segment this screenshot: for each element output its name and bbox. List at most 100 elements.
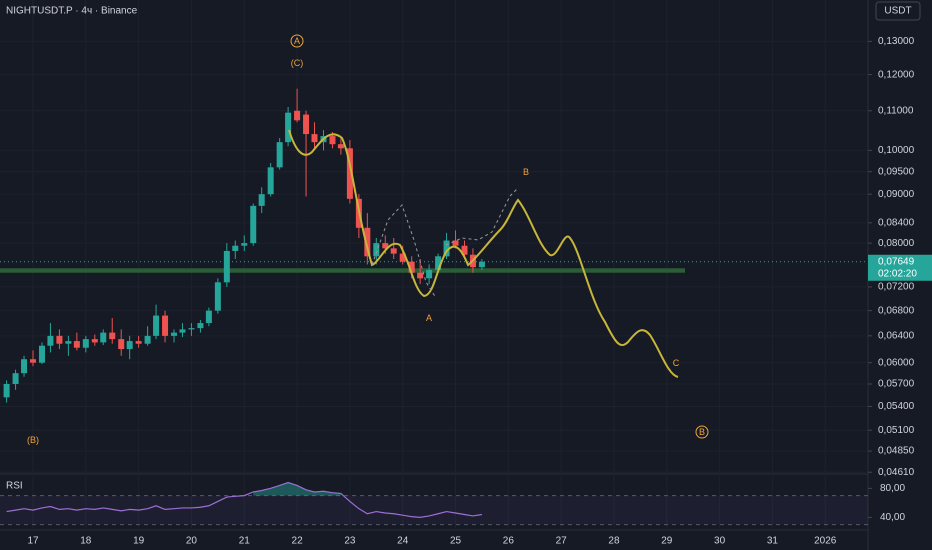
x-tick-label: 30 — [714, 536, 726, 547]
y-tick-label: 0,06000 — [878, 357, 915, 368]
candle-body — [435, 256, 442, 270]
y-tick-label: 0,10000 — [878, 145, 915, 156]
candle-body — [47, 335, 54, 346]
currency[interactable]: USDT — [884, 6, 911, 17]
annotation: A — [426, 313, 432, 323]
support-zone — [0, 268, 685, 273]
candle-body — [408, 261, 415, 273]
candle-body — [426, 269, 433, 279]
candle-body — [329, 136, 336, 145]
rsi-overbought — [253, 482, 341, 496]
candle-body — [82, 339, 89, 348]
candle-body — [390, 248, 397, 254]
y-tick-label: 0,06400 — [878, 330, 915, 341]
candle-body — [12, 373, 19, 384]
rsi-title: RSI — [6, 481, 23, 492]
current-price-box — [868, 254, 932, 281]
x-tick-label: 27 — [556, 536, 568, 547]
candle-body — [399, 253, 406, 262]
candle-body — [73, 341, 80, 348]
rsi-band-fill — [0, 495, 868, 525]
x-tick-label: 2026 — [814, 536, 837, 547]
x-tick-label: 29 — [661, 536, 673, 547]
candle-body — [214, 282, 221, 311]
candle-body — [38, 345, 45, 363]
candle-body — [294, 110, 301, 121]
y-tick-label: 0,04610 — [878, 467, 915, 478]
y-tick-label: 0,13000 — [878, 36, 915, 47]
y-tick-label: 0,08000 — [878, 238, 915, 249]
candle-body — [382, 243, 389, 249]
candle-body — [153, 315, 160, 336]
candle-body — [337, 144, 344, 149]
annotation: (C) — [291, 58, 304, 68]
annotation: B — [699, 427, 705, 437]
current-price-label: 0,07649 — [878, 256, 915, 267]
candle-body — [56, 335, 63, 344]
countdown: 02:02:20 — [878, 268, 917, 279]
y-tick-label: 0,05400 — [878, 401, 915, 412]
y-tick-label: 0,11000 — [878, 105, 914, 116]
x-tick-label: 20 — [186, 536, 198, 547]
candle-body — [65, 341, 72, 344]
annotation: A — [294, 36, 300, 46]
candle-body — [276, 142, 283, 168]
x-tick-label: 18 — [80, 536, 92, 547]
x-tick-label: 17 — [27, 536, 39, 547]
currency-box[interactable] — [875, 1, 921, 21]
x-tick-label: 19 — [133, 536, 145, 547]
candle-body — [478, 261, 485, 268]
rsi-tick-label: 40,00 — [880, 512, 905, 523]
candle-body — [205, 310, 212, 324]
zone-layer — [0, 261, 868, 273]
dashed-path — [371, 204, 437, 299]
x-tick-label: 28 — [608, 536, 620, 547]
candle-body — [250, 205, 257, 244]
projection-path — [288, 129, 679, 378]
y-tick-label: 0,06800 — [878, 305, 915, 316]
rsi-tick-label: 80,00 — [880, 483, 905, 494]
x-tick-label: 24 — [397, 536, 409, 547]
candle-body — [417, 272, 424, 279]
y-tick-label: 0,09500 — [878, 166, 915, 177]
annotation: C — [673, 358, 680, 368]
x-tick-label: 31 — [767, 536, 779, 547]
y-tick-label: 0,09000 — [878, 189, 915, 200]
rsi-pane — [0, 481, 868, 526]
y-tick-label: 0,05100 — [878, 425, 915, 436]
annotation-circle — [290, 34, 304, 48]
candle-body — [346, 148, 353, 199]
candle-body — [126, 341, 133, 350]
candle-body — [135, 341, 142, 344]
candle-body — [109, 332, 116, 340]
candle-body — [118, 339, 125, 350]
candle-body — [311, 134, 318, 143]
grid — [0, 0, 868, 530]
candle-body — [197, 323, 204, 329]
x-tick-label: 22 — [292, 536, 304, 547]
candle-body — [100, 332, 107, 343]
candle-body — [171, 332, 178, 336]
x-tick-label: 23 — [344, 536, 356, 547]
candle-body — [91, 339, 98, 343]
axes: 0,13000 0,12000 0,11000 0,10000 0,09500 0,090… — [27, 36, 932, 547]
y-tick-label: 0,04850 — [878, 446, 915, 457]
candle-body — [241, 243, 248, 246]
x-tick-label: 26 — [503, 536, 515, 547]
candle-body — [223, 250, 230, 283]
candle-body — [232, 245, 239, 251]
candle-body — [443, 240, 450, 257]
x-tick-label: 21 — [239, 536, 251, 547]
candle-body — [364, 227, 371, 257]
y-tick-label: 0,08400 — [878, 217, 915, 228]
candle-body — [258, 194, 265, 206]
symbol-title: NIGHTUSDT.P · 4ч · Binance — [6, 6, 138, 17]
candle-body — [452, 240, 459, 246]
candle-body — [285, 112, 292, 143]
y-tick-label: 0,05700 — [878, 379, 915, 390]
candle-body — [21, 359, 28, 374]
dashed-path — [445, 187, 519, 246]
candle-body — [179, 329, 186, 333]
